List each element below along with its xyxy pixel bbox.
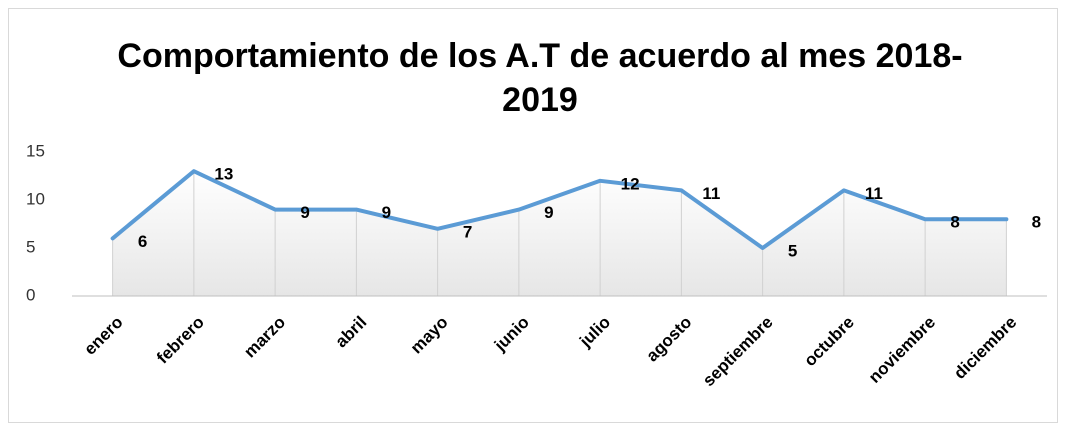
x-tick-label: septiembre [699, 313, 777, 391]
data-label: 11 [702, 184, 720, 203]
x-tick-label: octubre [800, 313, 858, 371]
data-label: 13 [214, 165, 233, 184]
y-tick-label: 0 [26, 285, 35, 304]
data-label: 8 [1032, 213, 1041, 232]
x-tick-label: julio [575, 313, 614, 352]
x-tick-label: junio [490, 313, 533, 356]
x-tick-label: marzo [240, 313, 289, 362]
x-tick-label: noviembre [865, 313, 939, 387]
x-tick-label: febrero [153, 313, 208, 368]
y-tick-label: 10 [26, 189, 45, 208]
y-tick-label: 15 [26, 141, 45, 160]
data-label: 5 [788, 241, 797, 260]
chart-title: Comportamiento de los A.T de acuerdo al … [117, 37, 963, 119]
data-label: 6 [138, 232, 147, 251]
x-tick-label: enero [80, 313, 126, 359]
x-tick-label: diciembre [950, 313, 1020, 383]
area-fill [112, 171, 1007, 296]
data-label: 9 [382, 203, 391, 222]
data-label: 12 [621, 174, 640, 193]
data-label: 7 [463, 222, 472, 241]
chart-border [8, 8, 1058, 423]
data-label: 9 [300, 203, 309, 222]
data-label: 8 [950, 213, 959, 232]
data-label: 9 [544, 203, 553, 222]
x-tick-label: mayo [407, 313, 452, 358]
x-tick-label: abril [332, 313, 371, 352]
y-tick-label: 5 [26, 237, 35, 256]
x-tick-label: agosto [643, 313, 696, 366]
series-line [110, 169, 1009, 250]
data-label: 11 [865, 184, 883, 203]
